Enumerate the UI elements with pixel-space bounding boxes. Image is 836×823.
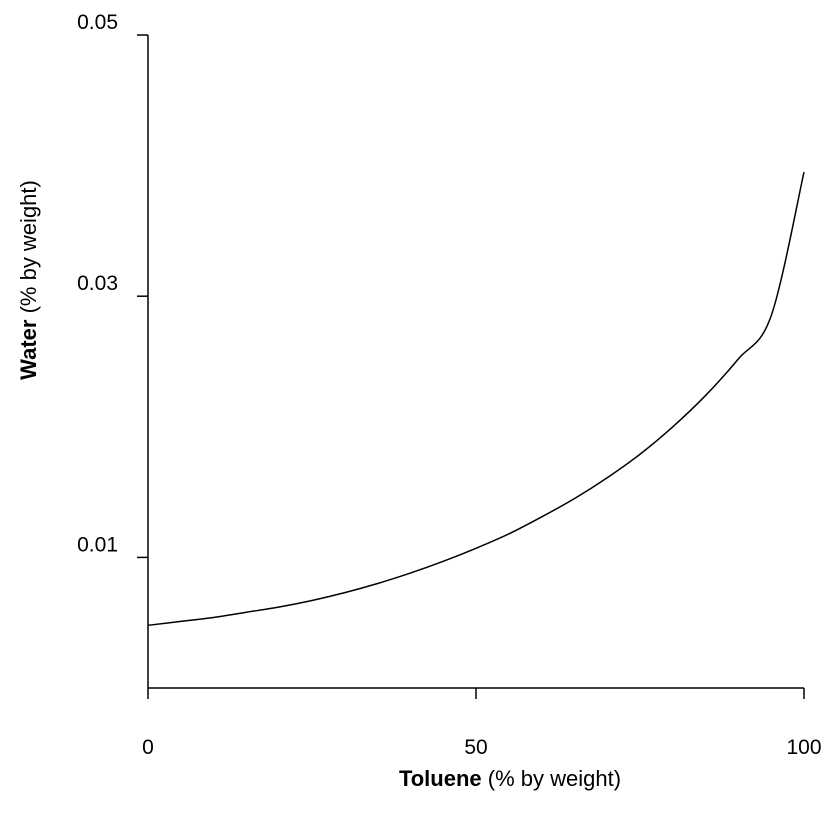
ticks: 0 50 100 0.01 0.03 0.05 bbox=[77, 11, 821, 759]
series-line bbox=[147, 171, 805, 627]
x-tick-label: 100 bbox=[786, 736, 821, 759]
x-tick-label: 0 bbox=[142, 736, 154, 759]
x-axis-label: Toluene (% by weight) bbox=[399, 766, 621, 791]
y-tick-label: 0.05 bbox=[77, 11, 118, 34]
y-tick-label: 0.01 bbox=[77, 533, 118, 556]
y-tick-label: 0.03 bbox=[77, 272, 118, 295]
axes bbox=[147, 35, 804, 689]
y-axis-label: Water (% by weight) bbox=[16, 180, 41, 380]
x-tick-label: 50 bbox=[464, 736, 487, 759]
series-layer bbox=[147, 171, 805, 627]
